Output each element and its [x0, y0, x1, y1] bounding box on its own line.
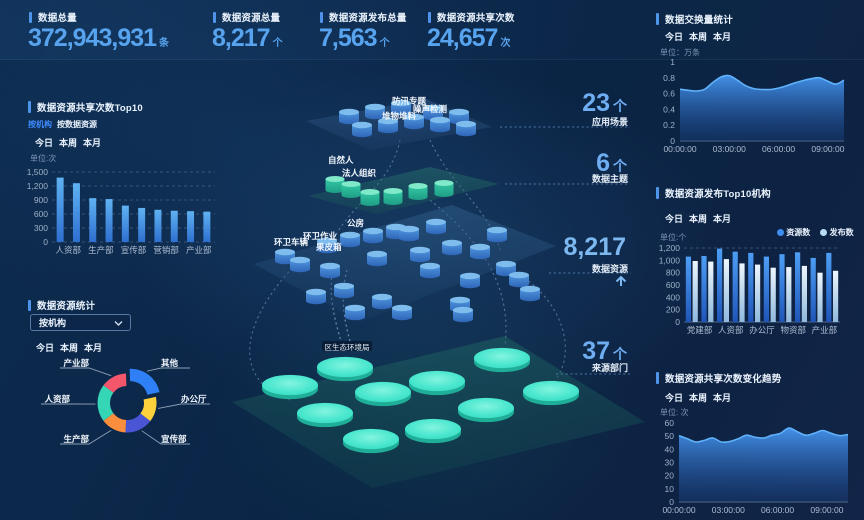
svg-text:法人组织: 法人组织	[342, 168, 377, 178]
svg-text:宣传部: 宣传部	[161, 434, 187, 444]
svg-text:公房: 公房	[347, 218, 364, 228]
svg-text:区生态环境局: 区生态环境局	[325, 342, 370, 352]
svg-text:0.6: 0.6	[663, 89, 675, 99]
svg-text:0.2: 0.2	[663, 120, 675, 130]
svg-text:防汛专题: 防汛专题	[392, 96, 427, 106]
svg-text:自然人: 自然人	[328, 155, 354, 165]
svg-text:06:00:00: 06:00:00	[761, 505, 794, 515]
svg-text:宣传部: 宣传部	[121, 245, 147, 255]
svg-text:60: 60	[665, 418, 675, 428]
svg-text:200: 200	[666, 305, 680, 315]
svg-text:人资部: 人资部	[718, 325, 744, 335]
svg-text:人资部: 人资部	[44, 394, 70, 404]
svg-text:900: 900	[34, 195, 48, 205]
svg-text:00:00:00: 00:00:00	[662, 505, 695, 515]
svg-text:1,000: 1,000	[659, 255, 681, 265]
svg-text:产业部: 产业部	[63, 358, 89, 368]
svg-text:600: 600	[666, 280, 680, 290]
svg-text:0: 0	[675, 317, 680, 327]
svg-text:办公厅: 办公厅	[749, 325, 775, 335]
svg-text:09:00:00: 09:00:00	[811, 144, 844, 154]
svg-text:03:00:00: 03:00:00	[712, 505, 745, 515]
svg-text:生产部: 生产部	[88, 245, 114, 255]
svg-text:人资部: 人资部	[56, 245, 82, 255]
svg-text:800: 800	[666, 268, 680, 278]
svg-text:1: 1	[670, 57, 675, 67]
svg-text:06:00:00: 06:00:00	[762, 144, 795, 154]
svg-text:40: 40	[665, 444, 675, 454]
svg-text:党建部: 党建部	[687, 325, 713, 335]
svg-text:20: 20	[665, 471, 675, 481]
svg-text:堆物堆料: 堆物堆料	[382, 111, 417, 121]
svg-text:300: 300	[34, 223, 48, 233]
svg-text:600: 600	[34, 209, 48, 219]
svg-text:果皮箱: 果皮箱	[315, 242, 342, 252]
svg-text:1,200: 1,200	[659, 243, 681, 253]
svg-text:物资部: 物资部	[780, 325, 806, 335]
svg-text:03:00:00: 03:00:00	[713, 144, 746, 154]
svg-text:1,500: 1,500	[27, 167, 49, 177]
svg-text:10: 10	[665, 484, 675, 494]
svg-text:1,200: 1,200	[27, 181, 49, 191]
svg-text:00:00:00: 00:00:00	[663, 144, 696, 154]
svg-text:办公厅: 办公厅	[181, 394, 207, 404]
svg-text:0: 0	[43, 237, 48, 247]
svg-text:09:00:00: 09:00:00	[810, 505, 843, 515]
svg-text:其他: 其他	[161, 358, 179, 368]
svg-text:产业部: 产业部	[186, 245, 212, 255]
svg-text:0.4: 0.4	[663, 104, 675, 114]
svg-text:50: 50	[665, 431, 675, 441]
svg-text:0: 0	[669, 497, 674, 507]
svg-text:噪声检测: 噪声检测	[413, 104, 448, 114]
svg-text:0.8: 0.8	[663, 73, 675, 83]
svg-text:营销部: 营销部	[153, 245, 179, 255]
svg-text:400: 400	[666, 292, 680, 302]
svg-text:30: 30	[665, 458, 675, 468]
svg-text:环卫作业: 环卫作业	[303, 231, 338, 241]
svg-text:产业部: 产业部	[812, 325, 838, 335]
svg-text:0: 0	[670, 136, 675, 146]
svg-text:生产部: 生产部	[63, 434, 89, 444]
svg-text:环卫车辆: 环卫车辆	[274, 237, 309, 247]
